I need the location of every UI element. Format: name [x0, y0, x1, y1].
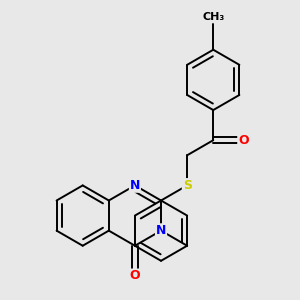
Text: N: N	[130, 179, 140, 192]
Text: O: O	[238, 134, 249, 147]
Text: S: S	[183, 179, 192, 192]
Text: N: N	[156, 224, 166, 237]
Text: CH₃: CH₃	[202, 12, 224, 22]
Text: O: O	[130, 269, 140, 282]
